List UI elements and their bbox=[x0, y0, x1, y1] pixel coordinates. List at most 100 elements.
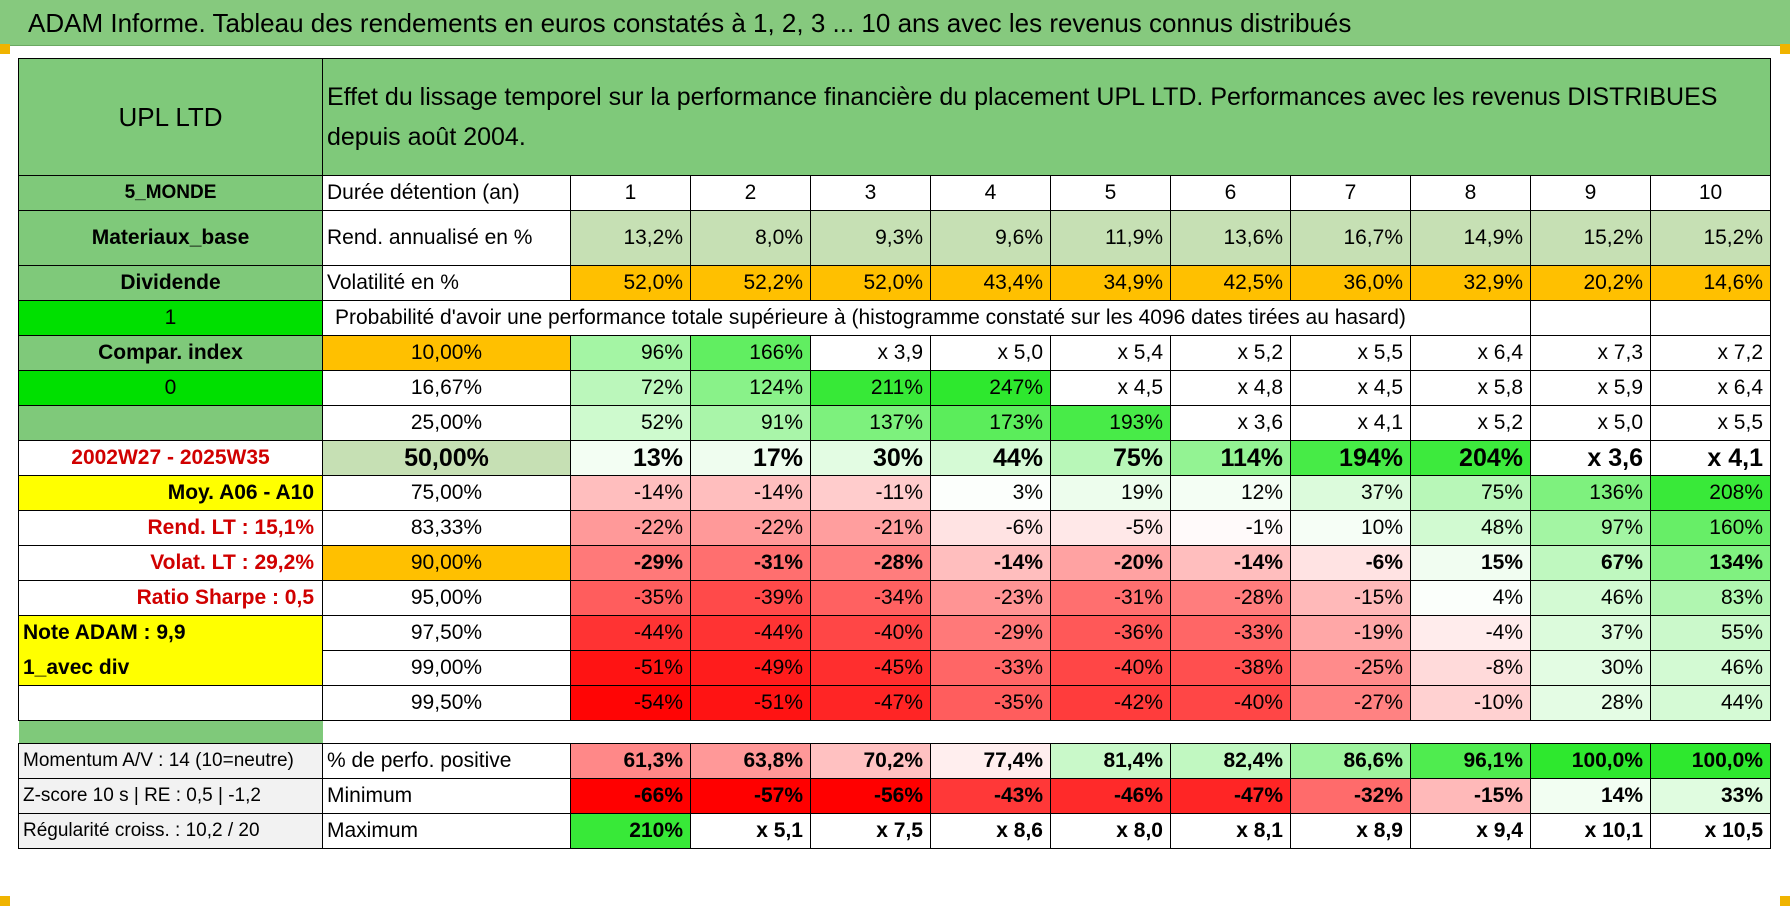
quantile-cell: -19% bbox=[1290, 615, 1411, 651]
quantile-cell: -14% bbox=[1170, 545, 1291, 581]
quantile-cell: x 5,2 bbox=[1410, 405, 1531, 441]
duration-label: Durée détention (an) bbox=[322, 175, 571, 211]
positive-cell: 81,4% bbox=[1050, 743, 1171, 779]
vol-cell: 52,2% bbox=[690, 265, 811, 301]
quantile-cell: -40% bbox=[1170, 685, 1291, 721]
quantile-cell: -39% bbox=[690, 580, 811, 616]
prob-title-row: 1 Probabilité d'avoir une performance to… bbox=[18, 300, 1771, 336]
quantile-cell: -40% bbox=[1050, 650, 1171, 686]
quantile-cell: -27% bbox=[1290, 685, 1411, 721]
zscore-label: Z-score 10 s | RE : 0,5 | -1,2 bbox=[18, 778, 323, 814]
quantile-cell: 46% bbox=[1650, 650, 1771, 686]
quantile-cell: -21% bbox=[810, 510, 931, 546]
quantile-cell: 160% bbox=[1650, 510, 1771, 546]
quantile-cell: 30% bbox=[810, 440, 931, 476]
quantile-cell: -28% bbox=[810, 545, 931, 581]
year-header: 5 bbox=[1050, 175, 1171, 211]
quantile-cell: -4% bbox=[1410, 615, 1531, 651]
quantile-cell: -31% bbox=[690, 545, 811, 581]
quantile-cell: -44% bbox=[690, 615, 811, 651]
corner-marker bbox=[0, 896, 10, 906]
quantile-cell: x 5,2 bbox=[1170, 335, 1291, 371]
quantile-row: Compar. index 10,00% 96% 166% x 3,9 x 5,… bbox=[18, 335, 1771, 371]
type-label: Dividende bbox=[18, 265, 323, 301]
quantile-cell: -23% bbox=[930, 580, 1051, 616]
quantile-cell: x 3,6 bbox=[1170, 405, 1291, 441]
rend-cell: 14,9% bbox=[1410, 210, 1531, 266]
minimum-cell: 33% bbox=[1650, 778, 1771, 814]
quantile-cell: 13% bbox=[570, 440, 691, 476]
year-header: 9 bbox=[1530, 175, 1651, 211]
rend-cell: 8,0% bbox=[690, 210, 811, 266]
quantile-cell: x 7,3 bbox=[1530, 335, 1651, 371]
quantile-cell: -49% bbox=[690, 650, 811, 686]
maximum-cell: x 8,6 bbox=[930, 813, 1051, 849]
minimum-cell: -56% bbox=[810, 778, 931, 814]
quantile-cell: 19% bbox=[1050, 475, 1171, 511]
maximum-cell: 210% bbox=[570, 813, 691, 849]
vol-label: Volatilité en % bbox=[322, 265, 571, 301]
region-label: 5_MONDE bbox=[18, 175, 323, 211]
quantile-cell: 4% bbox=[1410, 580, 1531, 616]
corner-marker bbox=[1780, 44, 1790, 54]
vol-cell: 43,4% bbox=[930, 265, 1051, 301]
vol-cell: 42,5% bbox=[1170, 265, 1291, 301]
rend-row: Materiaux_base Rend. annualisé en % 13,2… bbox=[18, 210, 1771, 266]
regularite-label: Régularité croiss. : 10,2 / 20 bbox=[18, 813, 323, 849]
quantile-cell: x 4,1 bbox=[1290, 405, 1411, 441]
quantile-cell: 208% bbox=[1650, 475, 1771, 511]
rend-cell: 16,7% bbox=[1290, 210, 1411, 266]
quantile-cell: x 4,8 bbox=[1170, 370, 1291, 406]
quantile-cell: -29% bbox=[570, 545, 691, 581]
quantile-cell: x 5,5 bbox=[1650, 405, 1771, 441]
quantile-cell: x 5,0 bbox=[930, 335, 1051, 371]
quantile-row: Moy. A06 - A10 75,00% -14% -14% -11% 3% … bbox=[18, 475, 1771, 511]
empty-cell bbox=[1530, 300, 1651, 336]
period-label: 2002W27 - 2025W35 bbox=[18, 440, 323, 476]
quantile-cell: x 3,9 bbox=[810, 335, 931, 371]
quantile-cell: x 5,4 bbox=[1050, 335, 1171, 371]
minimum-cell: -43% bbox=[930, 778, 1051, 814]
positive-cell: 61,3% bbox=[570, 743, 691, 779]
quantile-cell: 136% bbox=[1530, 475, 1651, 511]
quantile-cell: 44% bbox=[930, 440, 1051, 476]
quantile-cell: -6% bbox=[1290, 545, 1411, 581]
quantile-cell: x 5,8 bbox=[1410, 370, 1531, 406]
quantile-cell: 194% bbox=[1290, 440, 1411, 476]
quantile-cell: 44% bbox=[1650, 685, 1771, 721]
quantile-cell: -14% bbox=[690, 475, 811, 511]
quantile-cell: -31% bbox=[1050, 580, 1171, 616]
quantile-cell: -10% bbox=[1410, 685, 1531, 721]
quantile-cell: 48% bbox=[1410, 510, 1531, 546]
quantile-row: 25,00% 52% 91% 137% 173% 193% x 3,6 x 4,… bbox=[18, 405, 1771, 441]
maximum-cell: x 9,4 bbox=[1410, 813, 1531, 849]
quantile-label: 25,00% bbox=[322, 405, 571, 441]
sector-label: Materiaux_base bbox=[18, 210, 323, 266]
quantile-cell: -40% bbox=[810, 615, 931, 651]
positive-label: % de perfo. positive bbox=[322, 743, 571, 779]
instrument-name: UPL LTD bbox=[18, 58, 323, 176]
quantile-row-median: 2002W27 - 2025W35 50,00% 13% 17% 30% 44%… bbox=[18, 440, 1771, 476]
sharpe-label: Ratio Sharpe : 0,5 bbox=[18, 580, 323, 616]
quantile-cell: -51% bbox=[570, 650, 691, 686]
moy-label: Moy. A06 - A10 bbox=[18, 475, 323, 511]
quantile-cell: -28% bbox=[1170, 580, 1291, 616]
quantile-cell: 173% bbox=[930, 405, 1051, 441]
quantile-cell: -33% bbox=[1170, 615, 1291, 651]
momentum-label: Momentum A/V : 14 (10=neutre) bbox=[18, 743, 323, 779]
minimum-cell: 14% bbox=[1530, 778, 1651, 814]
quantile-cell: -14% bbox=[930, 545, 1051, 581]
maximum-cell: x 8,0 bbox=[1050, 813, 1171, 849]
year-header: 2 bbox=[690, 175, 811, 211]
flag-zero-cell[interactable]: 0 bbox=[18, 370, 323, 406]
quantile-cell: 83% bbox=[1650, 580, 1771, 616]
quantile-cell: -29% bbox=[930, 615, 1051, 651]
minimum-cell: -15% bbox=[1410, 778, 1531, 814]
quantile-cell: 28% bbox=[1530, 685, 1651, 721]
vol-cell: 20,2% bbox=[1530, 265, 1651, 301]
quantile-cell: -54% bbox=[570, 685, 691, 721]
quantile-cell: x 4,5 bbox=[1050, 370, 1171, 406]
corner-marker bbox=[0, 44, 10, 54]
flag-one-cell[interactable]: 1 bbox=[18, 300, 323, 336]
rend-cell: 13,2% bbox=[570, 210, 691, 266]
